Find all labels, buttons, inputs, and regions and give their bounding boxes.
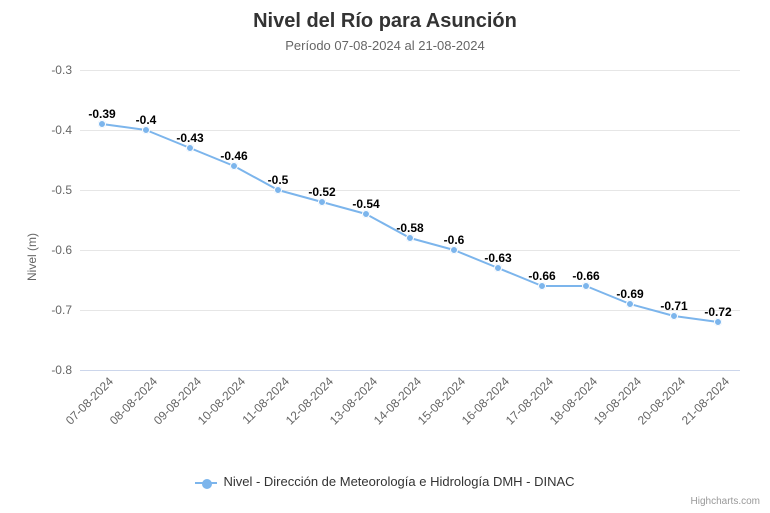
data-label: -0.54 xyxy=(352,197,379,211)
river-level-chart: Nivel del Río para Asunción Período 07-0… xyxy=(0,0,770,513)
data-label: -0.63 xyxy=(484,251,511,265)
data-label: -0.5 xyxy=(268,173,289,187)
plot-area: -0.3-0.4-0.5-0.6-0.7-0.807-08-202408-08-… xyxy=(80,70,740,370)
data-label: -0.46 xyxy=(220,149,247,163)
legend-marker-icon xyxy=(195,478,217,488)
data-label: -0.66 xyxy=(572,269,599,283)
chart-title: Nivel del Río para Asunción xyxy=(0,10,770,33)
data-label: -0.4 xyxy=(136,113,157,127)
legend-label: Nivel - Dirección de Meteorología e Hidr… xyxy=(223,474,574,489)
data-label: -0.72 xyxy=(704,305,731,319)
data-label: -0.58 xyxy=(396,221,423,235)
data-label: -0.66 xyxy=(528,269,555,283)
y-tick-label: -0.4 xyxy=(51,123,80,137)
legend[interactable]: Nivel - Dirección de Meteorología e Hidr… xyxy=(0,474,770,489)
data-label: -0.43 xyxy=(176,131,203,145)
y-tick-label: -0.8 xyxy=(51,363,80,377)
y-tick-label: -0.5 xyxy=(51,183,80,197)
y-tick-label: -0.3 xyxy=(51,63,80,77)
y-tick-label: -0.6 xyxy=(51,243,80,257)
data-label: -0.6 xyxy=(444,233,465,247)
series-line xyxy=(80,70,740,370)
data-label: -0.69 xyxy=(616,287,643,301)
y-axis-title: Nivel (m) xyxy=(25,233,39,281)
chart-subtitle: Período 07-08-2024 al 21-08-2024 xyxy=(0,38,770,53)
data-label: -0.52 xyxy=(308,185,335,199)
data-label: -0.71 xyxy=(660,299,687,313)
y-tick-label: -0.7 xyxy=(51,303,80,317)
credits-link[interactable]: Highcharts.com xyxy=(691,496,760,507)
data-label: -0.39 xyxy=(88,107,115,121)
